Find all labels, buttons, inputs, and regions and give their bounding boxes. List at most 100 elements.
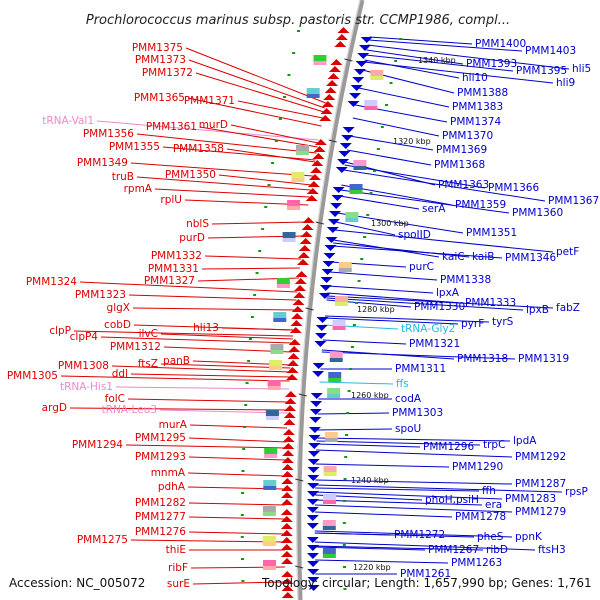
kbp-label: 1240 kbp (351, 476, 389, 485)
forward-gene-arrow (319, 115, 332, 121)
reverse-gene-arrow (357, 53, 370, 59)
left-gene-label: PMM1373 (135, 54, 186, 66)
reverse-gene-arrow (306, 545, 319, 551)
forward-gene-arrow (330, 59, 343, 65)
right-gene-label: serA (422, 203, 446, 215)
left-gene-label: PMM1332 (151, 250, 202, 262)
label-connector (187, 472, 286, 477)
category-block (322, 548, 336, 554)
category-block (282, 232, 296, 238)
right-gene-label: PMM1403 (525, 45, 576, 57)
label-connector (327, 285, 434, 294)
category-block (364, 100, 378, 106)
right-gene-label: PMM1319 (518, 353, 569, 365)
kbp-label: 1300 kbp (371, 219, 409, 228)
right-gene-label: ftsH3 (538, 544, 566, 556)
category-block (264, 448, 278, 454)
ring-marker-left (240, 536, 244, 538)
forward-gene-arrow (284, 398, 297, 404)
kbp-tick (315, 221, 324, 225)
ring-marker-left (245, 382, 249, 384)
right-gene-label: PMM1351 (466, 227, 517, 239)
left-gene-label: surE (167, 578, 190, 590)
forward-gene-arrow (297, 252, 310, 258)
left-gene-label: PMM1324 (26, 276, 77, 288)
forward-gene-arrow (282, 436, 295, 442)
category-block (332, 326, 346, 330)
category-block (273, 318, 287, 322)
right-gene-label: PMM1359 (455, 199, 506, 211)
label-connector (96, 120, 319, 141)
right-gene-label: pyrF (461, 318, 484, 330)
reverse-gene-arrow (310, 401, 323, 407)
right-gene-label: era (485, 499, 502, 511)
right-gene-label: hli5 (572, 63, 591, 75)
label-connector (111, 365, 291, 373)
right-gene-label: trpC (483, 439, 505, 451)
reverse-gene-arrow (332, 187, 345, 193)
ring-marker-right (363, 236, 367, 238)
left-gene-label: thiE (166, 544, 186, 556)
forward-gene-arrow (280, 523, 293, 529)
category-block (262, 536, 276, 542)
forward-gene-arrow (292, 299, 305, 305)
category-block (329, 358, 343, 362)
kbp-label: 1280 kbp (357, 305, 395, 314)
label-connector (188, 456, 286, 461)
reverse-gene-arrow (310, 393, 323, 399)
reverse-gene-arrow (335, 167, 348, 173)
label-connector (130, 373, 290, 378)
reverse-gene-arrow (350, 85, 363, 91)
label-connector (344, 164, 486, 189)
left-gene-label: PMM1331 (148, 263, 199, 275)
reverse-gene-arrow (306, 507, 319, 513)
right-gene-label: lpdA (513, 435, 537, 447)
label-connector (315, 491, 503, 500)
reverse-gene-arrow (315, 325, 328, 331)
label-connector (125, 444, 287, 449)
forward-gene-arrow (281, 464, 294, 470)
kbp-label: 1220 kbp (353, 563, 391, 572)
label-connector (199, 126, 318, 148)
forward-gene-arrow (284, 405, 297, 411)
reverse-gene-arrow (307, 561, 320, 567)
right-gene-label: PMM1263 (451, 557, 502, 569)
right-gene-label: codA (395, 393, 422, 405)
forward-gene-arrow (281, 558, 294, 564)
label-connector (188, 437, 287, 443)
category-block (263, 480, 277, 486)
right-gene-label: PMM1278 (455, 511, 506, 523)
forward-gene-arrow (302, 217, 315, 223)
label-connector (317, 412, 390, 415)
forward-gene-arrow (281, 585, 294, 591)
label-connector (237, 100, 323, 119)
left-gene-label: PMM1323 (75, 289, 126, 301)
label-connector (136, 133, 317, 154)
category-block (353, 166, 367, 170)
topology-text: Topology: circular; Length: 1,657,990 bp… (261, 576, 592, 590)
right-gene-label: PMM1279 (515, 506, 566, 518)
right-gene-label: PMM1393 (466, 58, 517, 70)
forward-gene-arrow (321, 101, 334, 107)
label-connector (73, 330, 294, 337)
label-connector (160, 333, 293, 340)
category-block (349, 184, 363, 190)
forward-gene-arrow (288, 339, 301, 345)
label-connector (335, 221, 396, 236)
right-gene-label: PMM1363 (438, 179, 489, 191)
reverse-gene-arrow (349, 93, 362, 99)
forward-gene-arrow (281, 457, 294, 463)
forward-gene-arrow (291, 306, 304, 312)
kbp-tick (328, 139, 337, 143)
forward-gene-arrow (281, 485, 294, 491)
label-connector (192, 581, 286, 585)
forward-gene-arrow (337, 27, 350, 33)
right-gene-label: PMM1267 (428, 544, 479, 556)
right-gene-label: rpsP (565, 486, 588, 498)
right-gene-label: PMM1374 (450, 116, 501, 128)
ring-marker-right (355, 302, 359, 304)
forward-gene-arrow (283, 419, 296, 425)
label-connectors (60, 36, 570, 585)
label-connector (211, 221, 306, 225)
reverse-gene-arrow (318, 293, 331, 299)
